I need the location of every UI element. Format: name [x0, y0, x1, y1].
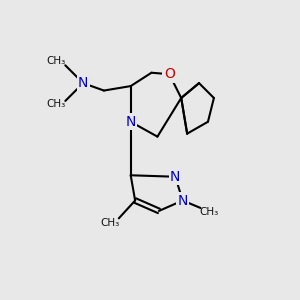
Text: N: N [178, 194, 188, 208]
Text: CH₃: CH₃ [100, 218, 119, 228]
Text: N: N [170, 170, 181, 184]
Text: N: N [125, 115, 136, 129]
Text: CH₃: CH₃ [200, 207, 219, 218]
Text: CH₃: CH₃ [47, 56, 66, 66]
Text: O: O [164, 67, 175, 81]
Text: N: N [78, 76, 88, 90]
Text: CH₃: CH₃ [47, 99, 66, 109]
